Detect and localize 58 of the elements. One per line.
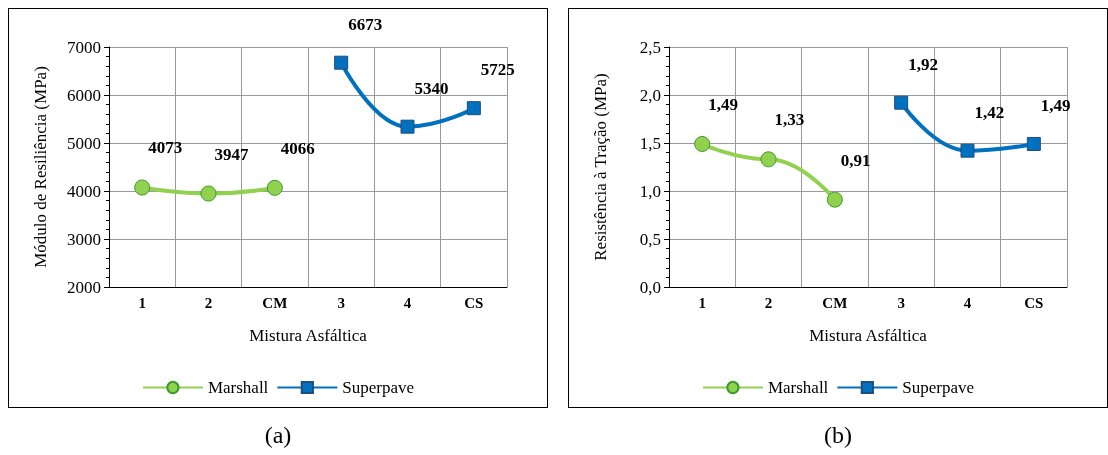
point [266,179,283,196]
y-tick-label: 5000 [67,133,101,153]
point [894,95,909,110]
y-tick-label: 2000 [67,277,101,297]
data-label: 4073 [148,138,183,158]
y-tick-label: 3000 [67,229,101,249]
y-tick-label: 2,5 [639,37,661,57]
x-tick-label: CM [822,294,848,311]
point [826,191,843,208]
data-label: 5725 [480,60,515,80]
legend-label: Marshall [767,378,829,397]
x-tick-label: CS [464,294,484,311]
data-label: 1,92 [908,54,938,74]
x-tick-label: 1 [138,294,146,311]
x-tick-label: 1 [698,294,706,311]
y-tick-label: 0,0 [639,277,661,297]
data-label: 5340 [414,78,449,98]
text: (a) [263,422,293,449]
point [200,185,217,202]
data-label: 1,33 [774,110,805,130]
point [1026,136,1041,151]
y-axis-title: Resistência à Tração (MPa) [591,73,610,261]
text: (b) [823,422,853,449]
x-tick-label: CS [1024,294,1044,311]
point [334,55,349,70]
point [760,151,777,168]
data-label: 1,49 [1040,95,1071,115]
point [694,135,711,152]
legend-label: Marshall [207,378,269,397]
y-tick-label: 1,0 [639,181,661,201]
data-label: 3947 [214,144,249,164]
legend-label: Superpave [342,378,415,397]
x-tick-label: 4 [963,294,972,311]
x-tick-label: 2 [204,294,213,311]
point [400,119,415,134]
y-tick-label: 1,5 [639,133,661,153]
y-tick-label: 2,0 [639,85,661,105]
legend-label: Superpave [902,378,975,397]
point [134,179,151,196]
point [466,101,481,116]
y-tick-label: 0,5 [639,229,661,249]
data-label: 6673 [348,14,383,34]
data-label: 1,49 [708,94,738,114]
x-tick-label: 2 [764,294,773,311]
data-label: 1,42 [974,102,1005,122]
y-axis-title: Módulo de Resiliência (MPa) [31,66,50,268]
x-axis-title: Mistura Asfáltica [809,326,928,345]
y-tick-label: 7000 [67,37,101,57]
x-tick-label: 4 [403,294,412,311]
x-tick-label: CM [262,294,288,311]
data-label: 0,91 [840,150,871,170]
point [960,143,975,158]
y-tick-label: 6000 [67,85,101,105]
x-tick-label: 3 [337,294,345,311]
x-axis-title: Mistura Asfáltica [249,326,368,345]
data-label: 4066 [280,138,315,158]
x-tick-label: 3 [897,294,905,311]
y-tick-label: 4000 [67,181,101,201]
